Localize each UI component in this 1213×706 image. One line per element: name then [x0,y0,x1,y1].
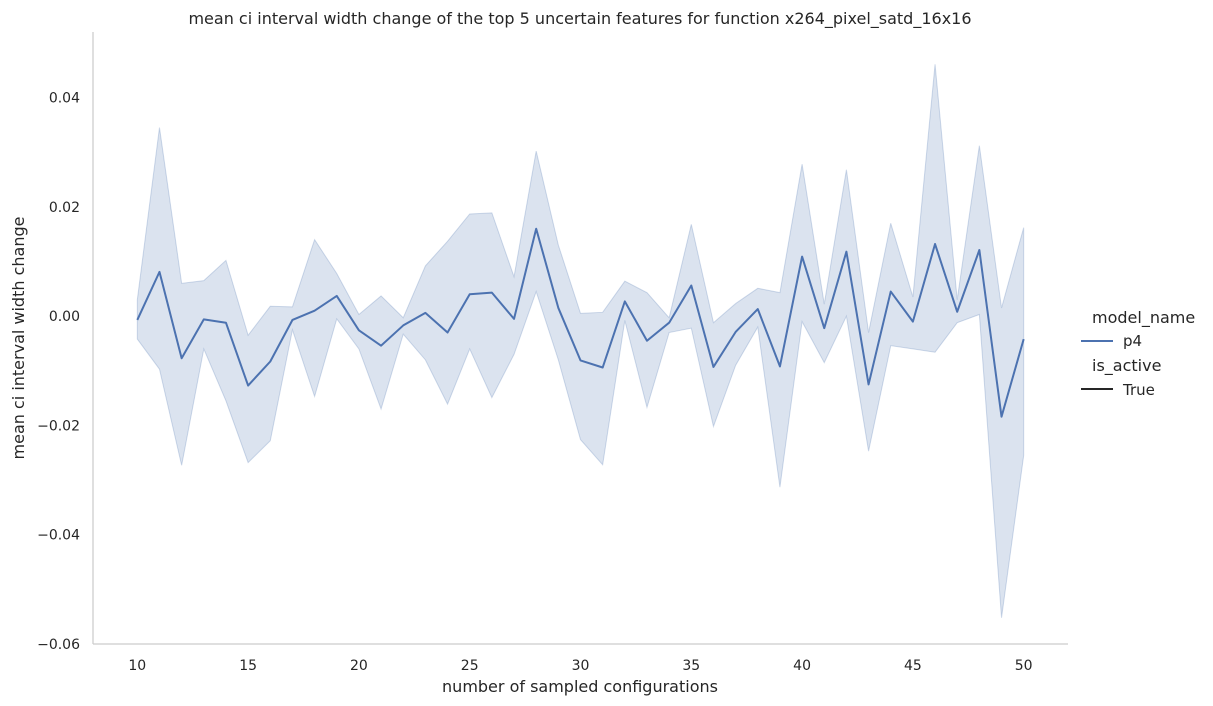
series-line-p4 [136,227,1025,418]
x-tick-label: 45 [904,658,922,674]
legend-hue-title: model_name [1092,308,1195,328]
series-line-layer [136,227,1025,418]
confidence-band-layer [136,64,1025,618]
y-tick-label: 0.00 [49,309,80,325]
y-tick-label: −0.02 [37,418,80,434]
y-axis-ticks: −0.06 −0.04 −0.02 0.00 0.02 0.04 [37,91,80,653]
x-tick-label: 20 [350,658,368,674]
chart-title: mean ci interval width change of the top… [188,9,971,29]
x-tick-label: 50 [1015,658,1033,674]
x-tick-label: 15 [239,658,257,674]
legend: model_name p4 is_active True [1081,308,1195,399]
legend-style-title: is_active [1092,356,1161,376]
confidence-band [136,64,1025,618]
legend-style-entry: True [1122,381,1155,399]
y-tick-label: −0.04 [37,528,80,544]
plot-area [136,64,1025,618]
x-axis-label: number of sampled configurations [442,677,718,696]
y-tick-label: −0.06 [37,637,80,653]
x-tick-label: 25 [461,658,479,674]
y-tick-label: 0.04 [49,91,80,107]
x-axis-ticks: 10 15 20 25 30 35 40 45 50 [128,658,1032,674]
legend-hue-entry: p4 [1123,332,1142,350]
x-tick-label: 10 [128,658,146,674]
y-tick-label: 0.02 [49,200,80,216]
y-axis-label: mean ci interval width change [9,217,28,460]
x-tick-label: 35 [682,658,700,674]
x-tick-label: 40 [793,658,811,674]
x-tick-label: 30 [572,658,590,674]
